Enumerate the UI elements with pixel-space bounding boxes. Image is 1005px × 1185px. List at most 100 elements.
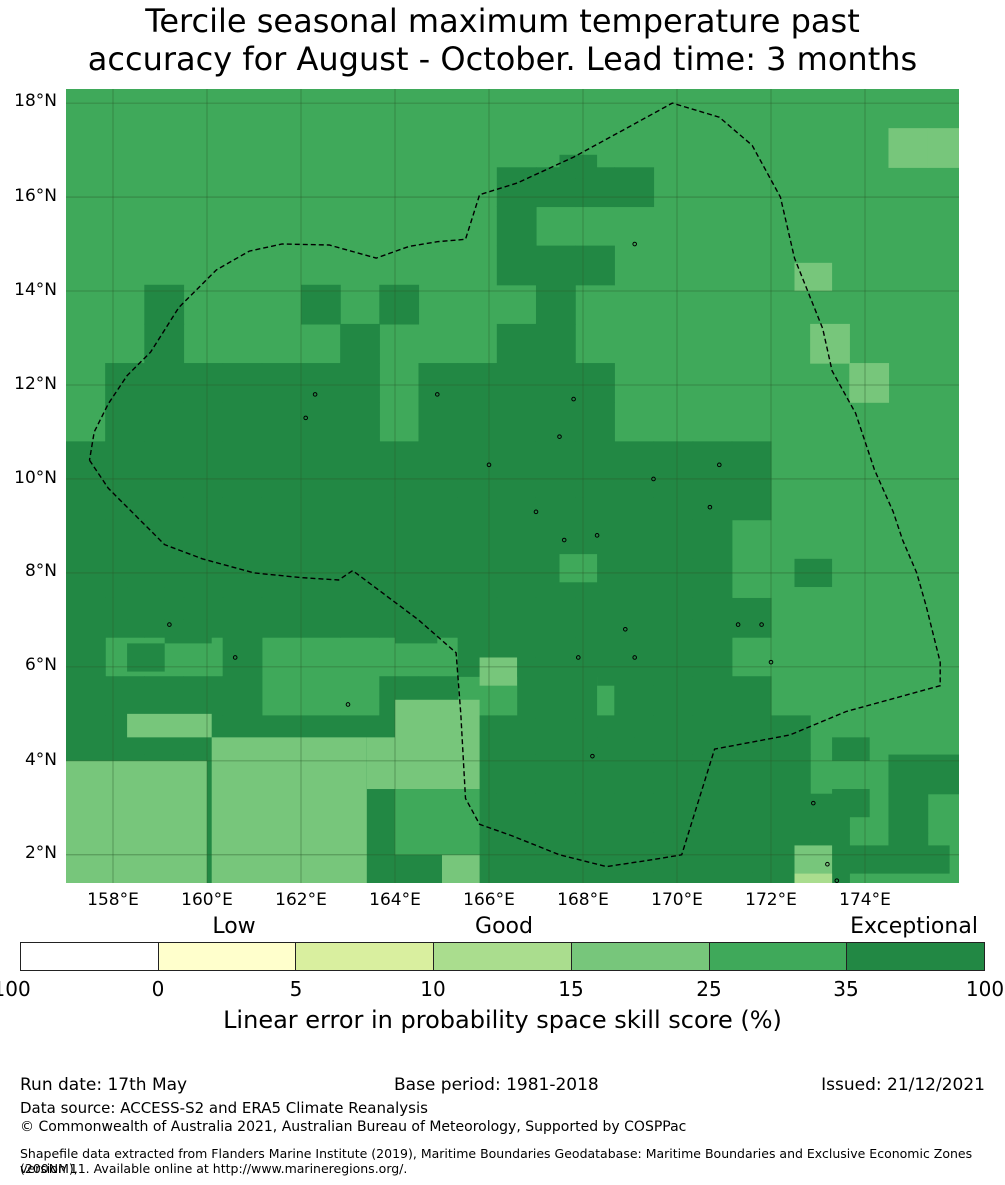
skill-cell [614, 872, 655, 883]
skill-cell [479, 657, 518, 686]
colorbar-label: Linear error in probability space skill … [223, 1006, 782, 1034]
skill-cell [418, 441, 459, 482]
colorbar-category-exceptional: Exceptional [850, 914, 978, 939]
skill-cell [535, 245, 576, 286]
island-outline [834, 878, 840, 883]
colorbar-tick: 10 [420, 977, 446, 1001]
skill-cell [66, 760, 207, 883]
skill-cell [442, 854, 480, 883]
skill-cell [379, 441, 420, 482]
island-outline [651, 476, 656, 482]
island-outline [825, 861, 830, 867]
skill-cell [496, 715, 537, 756]
colorbar-tick: 5 [289, 977, 303, 1001]
skill-cell [597, 737, 635, 761]
skill-cell [714, 845, 753, 883]
shapefile-credit-line-1: Shapefile data extracted from Flanders M… [20, 1146, 973, 1176]
skill-cell [517, 657, 598, 719]
shapefile-credit-line-2: version 11. Available online at http://w… [20, 1161, 408, 1176]
skill-cell [66, 637, 106, 677]
skill-cell [340, 597, 380, 638]
skill-cell [340, 402, 380, 442]
skill-cell [66, 480, 106, 521]
skill-cell [832, 737, 870, 761]
skill-cell [457, 402, 498, 442]
colorbar-segment [21, 943, 159, 970]
title-line-2: accuracy for August - October. Lead time… [87, 40, 918, 78]
skill-cell [183, 402, 224, 442]
skill-cell [127, 713, 212, 738]
skill-cell [731, 793, 772, 834]
colorbar-tick: -100 [0, 977, 31, 1001]
skill-cell [575, 441, 615, 482]
lon-label: 158°E [87, 890, 139, 910]
skill-cell [496, 363, 537, 403]
island-outline [167, 622, 172, 627]
map-title: Tercile seasonal maximum temperature pas… [0, 2, 1005, 78]
skill-cell [66, 676, 106, 717]
skill-cell [395, 789, 480, 855]
skill-cell [222, 637, 263, 677]
island-outline [717, 462, 722, 468]
skill-cell [395, 699, 480, 790]
skill-cell [692, 441, 733, 482]
colorbar-segment [158, 943, 297, 970]
island-outline [561, 537, 567, 543]
skill-cell [300, 402, 341, 442]
skill-cell [677, 619, 715, 658]
skill-cell [457, 597, 498, 638]
title-line-1: Tercile seasonal maximum temperature pas… [145, 2, 860, 40]
island-outline [576, 655, 581, 660]
skill-cell [614, 793, 655, 834]
lon-label: 168°E [557, 890, 609, 910]
lon-label: 160°E [181, 890, 233, 910]
skill-cell [183, 441, 224, 482]
skill-cell [496, 323, 537, 364]
skill-cell [614, 167, 655, 208]
skill-cell [535, 441, 576, 482]
skill-cell [731, 715, 772, 756]
skill-cell [810, 323, 850, 364]
skill-cell [888, 128, 929, 168]
island-outline [571, 396, 576, 402]
skill-cell [496, 597, 537, 638]
colorbar-tick: 25 [696, 977, 722, 1001]
skill-cell [575, 363, 615, 403]
island-outline [632, 655, 638, 660]
skill-cell [66, 715, 106, 756]
lat-label: 12°N [14, 374, 57, 394]
skill-cell [731, 597, 772, 638]
island-outline [345, 702, 351, 707]
colorbar-segment [847, 943, 985, 970]
island-outline [486, 462, 492, 468]
skill-cell [164, 619, 212, 644]
data-source: Data source: ACCESS-S2 and ERA5 Climate … [20, 1099, 428, 1117]
lat-label: 16°N [14, 186, 57, 206]
island-outline [594, 533, 600, 538]
skill-cell [105, 363, 145, 403]
skill-cell [770, 872, 811, 883]
skill-cell [105, 402, 145, 442]
run-date: Run date: 17th May [20, 1075, 188, 1095]
lon-label: 172°E [745, 890, 797, 910]
skill-cell [222, 597, 263, 638]
colorbar-segment [571, 943, 710, 970]
lat-label: 10°N [14, 468, 57, 488]
skill-cell [496, 206, 537, 247]
skill-cell [105, 480, 145, 521]
skill-cell [222, 402, 263, 442]
skill-cell [692, 872, 733, 883]
skill-cell [692, 558, 733, 599]
lat-label: 2°N [24, 843, 57, 863]
skill-cell [496, 402, 537, 442]
skill-cell [614, 441, 655, 482]
skill-cell [105, 676, 145, 717]
skill-cell [535, 715, 576, 756]
skill-cell [535, 402, 576, 442]
lon-label: 174°E [839, 890, 891, 910]
skill-cell [144, 676, 185, 717]
skill-cell [418, 363, 459, 403]
skill-cell [144, 363, 185, 403]
island-outline [811, 800, 816, 806]
skill-cell [457, 441, 498, 482]
